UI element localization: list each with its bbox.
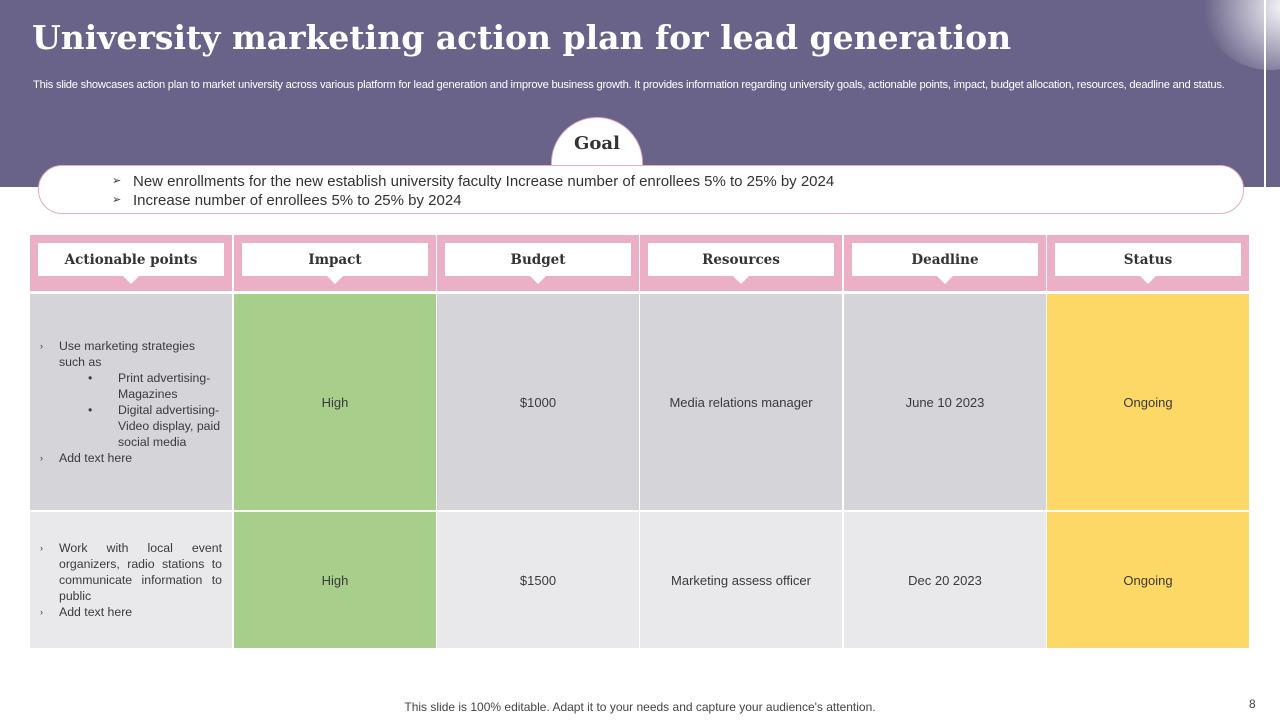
goal-box bbox=[38, 165, 1244, 214]
goal-label: Goal bbox=[574, 133, 620, 154]
arrow-bullet-icon: ➢ bbox=[112, 194, 122, 206]
sub-list: • Print advertising- Magazines • Digital… bbox=[59, 370, 222, 450]
list-item: › Work with local event organizers, radi… bbox=[40, 540, 222, 604]
column-header-status: Status bbox=[1047, 235, 1249, 291]
column-header-label: Actionable points bbox=[38, 243, 224, 284]
dot-bullet-icon: • bbox=[88, 403, 93, 417]
goal-item: ➢ New enrollments for the new establish … bbox=[112, 172, 834, 191]
point-text: Add text here bbox=[59, 605, 133, 619]
table-row-2-budget: $1500 bbox=[437, 512, 639, 648]
table-row-1-resources: Media relations manager bbox=[640, 294, 842, 510]
sub-point-text: Print advertising- Magazines bbox=[118, 371, 211, 401]
table-row-1-status: Ongoing bbox=[1047, 294, 1249, 510]
page-title: University marketing action plan for lea… bbox=[32, 18, 1012, 57]
footer-note: This slide is 100% editable. Adapt it to… bbox=[404, 700, 876, 714]
points-list: › Work with local event organizers, radi… bbox=[40, 540, 222, 620]
arrow-bullet-icon: › bbox=[40, 453, 43, 463]
decorative-vertical-line bbox=[1264, 0, 1266, 187]
goal-item-text: Increase number of enrollees 5% to 25% b… bbox=[133, 192, 462, 209]
light-glow-decoration bbox=[1200, 0, 1280, 70]
column-header-label: Resources bbox=[648, 243, 834, 284]
column-header-deadline: Deadline bbox=[844, 235, 1046, 291]
goal-item: ➢ Increase number of enrollees 5% to 25%… bbox=[112, 191, 834, 210]
list-item: › Add text here bbox=[40, 450, 222, 466]
arrow-bullet-icon: › bbox=[40, 341, 43, 351]
sub-list-item: • Digital advertising- Video display, pa… bbox=[59, 402, 222, 450]
arrow-bullet-icon: ➢ bbox=[112, 175, 122, 187]
list-item: › Add text here bbox=[40, 604, 222, 620]
list-item: › Use marketing strategies such as • Pri… bbox=[40, 338, 222, 450]
column-header-label: Budget bbox=[445, 243, 631, 284]
point-text: Use marketing strategies such as bbox=[59, 339, 196, 369]
page-number: 8 bbox=[1249, 697, 1256, 711]
table-row-2-impact: High bbox=[234, 512, 436, 648]
table-row-1-deadline: June 10 2023 bbox=[844, 294, 1046, 510]
point-text: Work with local event organizers, radio … bbox=[59, 541, 222, 603]
column-header-label: Impact bbox=[242, 243, 428, 284]
page-subtitle: This slide showcases action plan to mark… bbox=[33, 79, 1225, 91]
table-row-2-actionable-points: › Work with local event organizers, radi… bbox=[30, 512, 232, 648]
table-row-2-resources: Marketing assess officer bbox=[640, 512, 842, 648]
table-row-2-deadline: Dec 20 2023 bbox=[844, 512, 1046, 648]
column-header-label: Deadline bbox=[852, 243, 1038, 284]
table-row-2-status: Ongoing bbox=[1047, 512, 1249, 648]
table-row-1-impact: High bbox=[234, 294, 436, 510]
sub-list-item: • Print advertising- Magazines bbox=[59, 370, 222, 402]
column-header-label: Status bbox=[1055, 243, 1241, 284]
column-header-actionable-points: Actionable points bbox=[30, 235, 232, 291]
points-list: › Use marketing strategies such as • Pri… bbox=[40, 338, 222, 466]
point-text: Add text here bbox=[59, 451, 133, 465]
goal-list: ➢ New enrollments for the new establish … bbox=[112, 172, 834, 210]
arrow-bullet-icon: › bbox=[40, 607, 43, 617]
column-header-resources: Resources bbox=[640, 235, 842, 291]
table-row-1-actionable-points: › Use marketing strategies such as • Pri… bbox=[30, 294, 232, 510]
goal-item-text: New enrollments for the new establish un… bbox=[133, 173, 835, 190]
table-row-1-budget: $1000 bbox=[437, 294, 639, 510]
column-header-impact: Impact bbox=[234, 235, 436, 291]
arrow-bullet-icon: › bbox=[40, 543, 43, 553]
sub-point-text: Digital advertising- Video display, paid… bbox=[118, 403, 221, 449]
column-header-budget: Budget bbox=[437, 235, 639, 291]
dot-bullet-icon: • bbox=[88, 371, 93, 385]
